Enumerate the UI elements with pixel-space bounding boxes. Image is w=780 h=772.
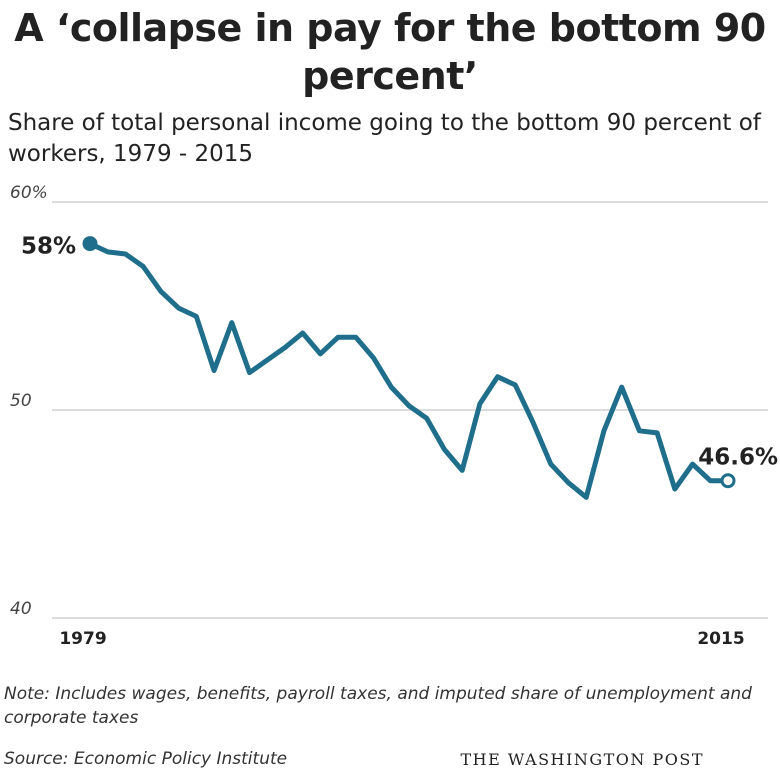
y-axis-ticks: 60% 50 40 — [10, 183, 48, 619]
start-point-marker — [82, 236, 98, 252]
end-value-label: 46.6% — [698, 445, 778, 471]
data-labels: 58% 46.6% — [21, 234, 778, 471]
y-tick-label: 60% — [10, 183, 48, 203]
chart-note: Note: Includes wages, benefits, payroll … — [4, 684, 752, 728]
chart-title: A ‘collapse in pay for the bottom 90 per… — [14, 6, 766, 98]
grid-lines — [52, 201, 768, 619]
data-markers — [82, 236, 736, 489]
chart-source: Source: Economic Policy Institute — [4, 749, 288, 769]
x-tick-label: 1979 — [59, 629, 106, 649]
end-point-marker — [720, 473, 736, 489]
start-value-label: 58% — [21, 234, 76, 260]
y-tick-label: 50 — [10, 391, 32, 411]
series-lines — [87, 241, 731, 500]
publisher-credit: THE WASHINGTON POST — [460, 750, 704, 769]
x-tick-label: 2015 — [697, 629, 744, 649]
series-line — [87, 241, 731, 500]
chart-subtitle: Share of total personal income going to … — [8, 110, 761, 167]
y-tick-label: 40 — [10, 599, 32, 619]
x-axis-ticks: 1979 2015 — [59, 629, 744, 649]
